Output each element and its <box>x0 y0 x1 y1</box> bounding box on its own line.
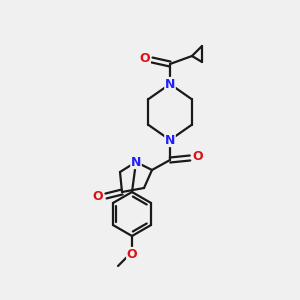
Text: O: O <box>93 190 103 202</box>
Text: O: O <box>140 52 150 65</box>
Text: N: N <box>165 134 175 146</box>
Text: O: O <box>193 151 203 164</box>
Text: N: N <box>131 155 141 169</box>
Text: O: O <box>127 248 137 260</box>
Text: N: N <box>165 77 175 91</box>
